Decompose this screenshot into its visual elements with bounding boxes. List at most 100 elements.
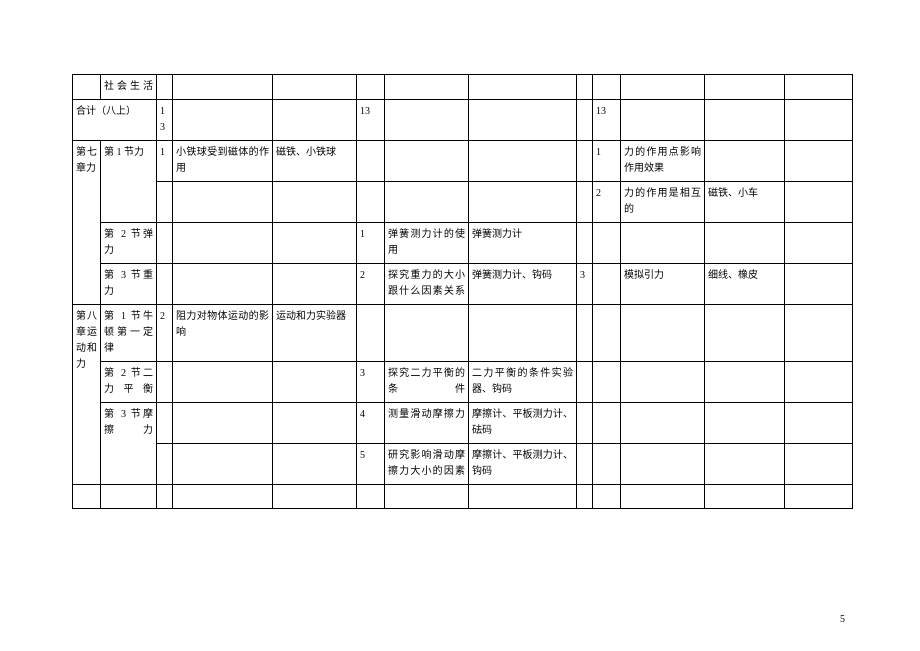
table-cell bbox=[621, 403, 705, 444]
table-cell: 13 bbox=[157, 100, 173, 141]
table-cell: 运动和力实验器 bbox=[273, 305, 357, 362]
table-cell: 二力平衡的条件实验器、钩码 bbox=[469, 362, 577, 403]
table-cell: 探究重力的大小跟什么因素关系 bbox=[385, 264, 469, 305]
table-cell: 弹簧测力计的使用 bbox=[385, 223, 469, 264]
table-cell bbox=[621, 223, 705, 264]
table-cell: 3 bbox=[357, 362, 385, 403]
table-cell bbox=[469, 100, 577, 141]
table-cell: 1 bbox=[593, 141, 621, 182]
table-cell bbox=[357, 141, 385, 182]
table-cell bbox=[273, 264, 357, 305]
table-cell bbox=[101, 485, 157, 509]
table-cell: 5 bbox=[357, 444, 385, 485]
table-cell bbox=[705, 100, 785, 141]
table-cell bbox=[577, 362, 593, 403]
table-cell bbox=[785, 362, 853, 403]
table-cell: 测量滑动摩擦力 bbox=[385, 403, 469, 444]
table-cell: 第 1 节牛顿第一定律 bbox=[101, 305, 157, 362]
table-cell bbox=[385, 141, 469, 182]
table-cell bbox=[357, 485, 385, 509]
table-cell bbox=[385, 75, 469, 100]
table-cell bbox=[705, 444, 785, 485]
table-cell bbox=[157, 403, 173, 444]
table-cell bbox=[173, 444, 273, 485]
table-cell: 摩擦计、平板测力计、砝码 bbox=[469, 403, 577, 444]
table-cell: 2 bbox=[357, 264, 385, 305]
table-cell bbox=[157, 182, 173, 223]
table-cell bbox=[621, 305, 705, 362]
table-cell: 磁铁、小铁球 bbox=[273, 141, 357, 182]
table-cell bbox=[785, 444, 853, 485]
table-cell bbox=[173, 403, 273, 444]
table-cell: 力的作用是相互的 bbox=[621, 182, 705, 223]
table-cell bbox=[785, 100, 853, 141]
table-cell bbox=[593, 264, 621, 305]
table-cell bbox=[357, 75, 385, 100]
table-cell bbox=[577, 485, 593, 509]
table-cell bbox=[621, 100, 705, 141]
table-cell bbox=[593, 305, 621, 362]
table-cell bbox=[705, 305, 785, 362]
table-cell bbox=[621, 362, 705, 403]
table-cell bbox=[577, 182, 593, 223]
table-cell: 摩擦计、平板测力计、钩码 bbox=[469, 444, 577, 485]
table-cell bbox=[157, 362, 173, 403]
table-cell bbox=[785, 264, 853, 305]
table-cell bbox=[621, 485, 705, 509]
table-cell bbox=[577, 141, 593, 182]
table-cell: 模拟引力 bbox=[621, 264, 705, 305]
table-cell bbox=[385, 182, 469, 223]
table-cell bbox=[577, 305, 593, 362]
table-cell bbox=[157, 485, 173, 509]
table-cell bbox=[385, 100, 469, 141]
table-cell bbox=[273, 75, 357, 100]
table-cell: 4 bbox=[357, 403, 385, 444]
table-cell: 1 bbox=[157, 141, 173, 182]
table-cell: 阻力对物体运动的影响 bbox=[173, 305, 273, 362]
table-cell bbox=[173, 75, 273, 100]
table-cell: 第 3 节摩擦力 bbox=[101, 403, 157, 485]
table-cell: 13 bbox=[593, 100, 621, 141]
table-cell: 弹簧测力计 bbox=[469, 223, 577, 264]
table-cell bbox=[705, 223, 785, 264]
table-cell: 探究二力平衡的条件 bbox=[385, 362, 469, 403]
table-cell bbox=[705, 141, 785, 182]
table-cell: 研究影响滑动摩擦力大小的因素 bbox=[385, 444, 469, 485]
table-cell bbox=[469, 141, 577, 182]
table-cell bbox=[273, 403, 357, 444]
table-cell: 3 bbox=[577, 264, 593, 305]
table-cell bbox=[593, 444, 621, 485]
table-cell bbox=[273, 223, 357, 264]
table-cell bbox=[173, 100, 273, 141]
table-cell: 2 bbox=[593, 182, 621, 223]
table-cell bbox=[273, 444, 357, 485]
table-cell bbox=[785, 223, 853, 264]
table-cell bbox=[577, 444, 593, 485]
curriculum-table: 社会生活合计（八上）131313第七章力第 1 节力1小铁球受到磁体的作用磁铁、… bbox=[72, 74, 853, 509]
table-cell bbox=[173, 485, 273, 509]
table-cell bbox=[357, 305, 385, 362]
table-cell: 磁铁、小车 bbox=[705, 182, 785, 223]
table-cell bbox=[385, 305, 469, 362]
table-cell bbox=[593, 362, 621, 403]
table-cell: 第 3 节重力 bbox=[101, 264, 157, 305]
table-cell bbox=[785, 305, 853, 362]
table-cell: 13 bbox=[357, 100, 385, 141]
table-cell: 小铁球受到磁体的作用 bbox=[173, 141, 273, 182]
table-cell bbox=[157, 444, 173, 485]
table-cell bbox=[705, 403, 785, 444]
table-cell bbox=[173, 362, 273, 403]
table-cell bbox=[593, 223, 621, 264]
table-cell bbox=[577, 223, 593, 264]
table-cell bbox=[593, 75, 621, 100]
table-cell bbox=[173, 264, 273, 305]
table-cell bbox=[621, 75, 705, 100]
table-cell bbox=[621, 444, 705, 485]
table-cell bbox=[469, 75, 577, 100]
table-cell bbox=[705, 362, 785, 403]
table-cell bbox=[469, 182, 577, 223]
table-cell bbox=[273, 485, 357, 509]
table-cell: 第 2 节弹力 bbox=[101, 223, 157, 264]
table-cell bbox=[73, 485, 101, 509]
table-cell bbox=[577, 100, 593, 141]
